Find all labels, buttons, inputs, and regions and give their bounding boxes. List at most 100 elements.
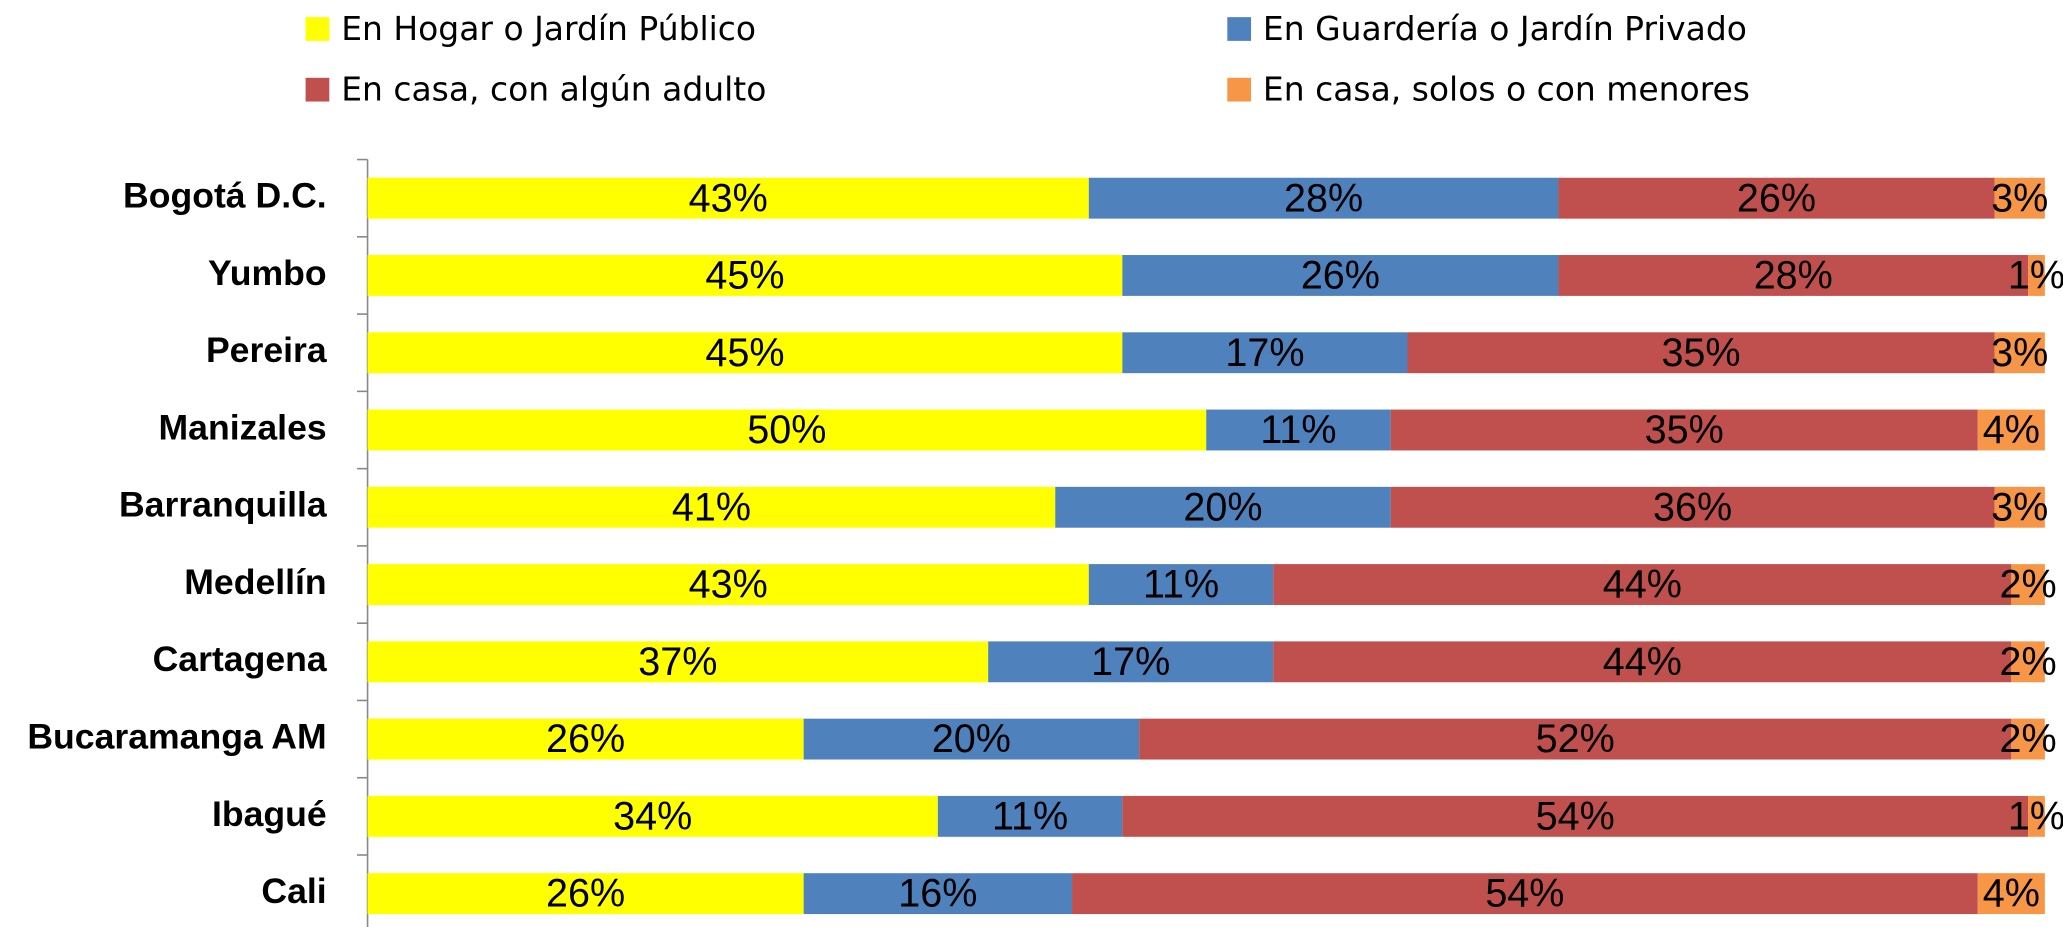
data-label: 34% [613, 794, 692, 838]
bar-segment [1055, 486, 1391, 528]
bar-segment [367, 409, 1207, 451]
data-label: 36% [1653, 485, 1732, 529]
y-tick-label: Pereira [206, 330, 328, 370]
y-tick-label: Cartagena [153, 639, 328, 679]
data-label: 16% [898, 872, 977, 916]
data-label: 28% [1284, 176, 1363, 220]
bar-segment [1273, 564, 2012, 605]
bar-segment [367, 564, 1089, 605]
legend-swatch [1227, 17, 1252, 41]
data-label: 26% [546, 872, 625, 916]
bar-segment [1977, 873, 2045, 915]
bar-segment [367, 486, 1056, 528]
data-label: 17% [1091, 640, 1170, 684]
bar-segment [1122, 255, 1559, 296]
bar-segment [1994, 177, 2045, 219]
legend-label: En Guardería o Jardín Privado [1263, 9, 1747, 48]
data-label: 28% [1754, 254, 1833, 298]
data-label: 45% [705, 331, 784, 375]
data-label: 4% [1983, 872, 2040, 916]
bar-segment [1390, 486, 1995, 528]
bar-segment [367, 332, 1123, 374]
bar-segment [1122, 332, 1408, 374]
bar-segment [1977, 409, 2045, 451]
data-label: 35% [1645, 408, 1724, 452]
legend-swatch [305, 77, 330, 102]
data-label: 37% [638, 640, 717, 684]
bar-segment [937, 795, 1123, 837]
bar-segment [367, 641, 989, 683]
data-label: 26% [1737, 176, 1816, 220]
data-label: 2% [2000, 640, 2057, 684]
bar-segment [803, 718, 1140, 760]
y-tick-label: Medellín [184, 562, 326, 602]
legend-label: En casa, solos o con menores [1263, 69, 1750, 108]
data-label: 2% [2000, 717, 2057, 761]
data-label: 50% [747, 408, 826, 452]
bar-segment [1206, 409, 1391, 451]
bar-segment [988, 641, 1274, 683]
bar-segment [1139, 718, 2012, 760]
data-label: 52% [1536, 717, 1615, 761]
data-label: 11% [1143, 563, 1219, 607]
bar-segment [367, 255, 1123, 296]
data-label: 2% [2000, 563, 2057, 607]
bar-segment [2028, 795, 2045, 837]
legend-label: En Hogar o Jardín Público [341, 9, 756, 48]
bar-segment [367, 873, 804, 915]
bar-segment [1273, 641, 2012, 683]
data-label: 43% [689, 563, 768, 607]
data-label: 26% [546, 717, 625, 761]
data-label: 1% [2008, 254, 2063, 298]
data-label: 1% [2008, 794, 2063, 838]
data-label: 26% [1301, 254, 1380, 298]
data-label: 11% [1260, 408, 1336, 452]
bar-segment [1390, 409, 1978, 451]
y-tick-label: Yumbo [208, 253, 327, 293]
bar-segment [1558, 255, 2029, 296]
bar-segment [367, 718, 804, 760]
data-label: 3% [1991, 331, 2048, 375]
y-tick-label: Barranquilla [119, 485, 328, 525]
y-tick-label: Ibagué [212, 794, 327, 834]
y-tick-label: Cali [261, 871, 326, 911]
bar-segment [1558, 177, 1995, 219]
legend-swatch [305, 17, 330, 41]
data-label: 3% [1991, 176, 2048, 220]
y-tick-label: Bogotá D.C. [123, 176, 327, 216]
legend-label: En casa, con algún adulto [341, 69, 766, 108]
bar-segment [1407, 332, 1995, 374]
data-label: 45% [705, 254, 784, 298]
y-tick-label: Bucaramanga AM [27, 717, 326, 757]
bar-segment [2011, 641, 2045, 683]
legend-swatch [1227, 77, 1252, 102]
data-label: 54% [1485, 872, 1564, 916]
data-label: 20% [932, 717, 1011, 761]
bar-segment [2011, 564, 2045, 605]
bar-segment [1122, 795, 2029, 837]
data-label: 54% [1536, 794, 1615, 838]
data-label: 44% [1603, 563, 1682, 607]
bar-segment [1088, 177, 1559, 219]
bar-segment [367, 177, 1089, 219]
bar-segment [367, 795, 938, 837]
bar-segment [803, 873, 1073, 915]
data-label: 3% [1991, 485, 2048, 529]
bar-segment [2011, 718, 2045, 760]
bar-segment [1072, 873, 1978, 915]
bar-segment [1994, 332, 2045, 374]
data-label: 17% [1225, 331, 1304, 375]
bar-segment [1994, 486, 2045, 528]
data-label: 20% [1183, 485, 1262, 529]
data-label: 11% [992, 794, 1068, 838]
y-tick-label: Manizales [159, 407, 327, 447]
data-label: 4% [1983, 408, 2040, 452]
data-label: 43% [689, 176, 768, 220]
data-label: 44% [1603, 640, 1682, 684]
data-label: 41% [672, 485, 751, 529]
bar-segment [2028, 255, 2045, 296]
data-label: 35% [1661, 331, 1740, 375]
bar-segment [1088, 564, 1274, 605]
